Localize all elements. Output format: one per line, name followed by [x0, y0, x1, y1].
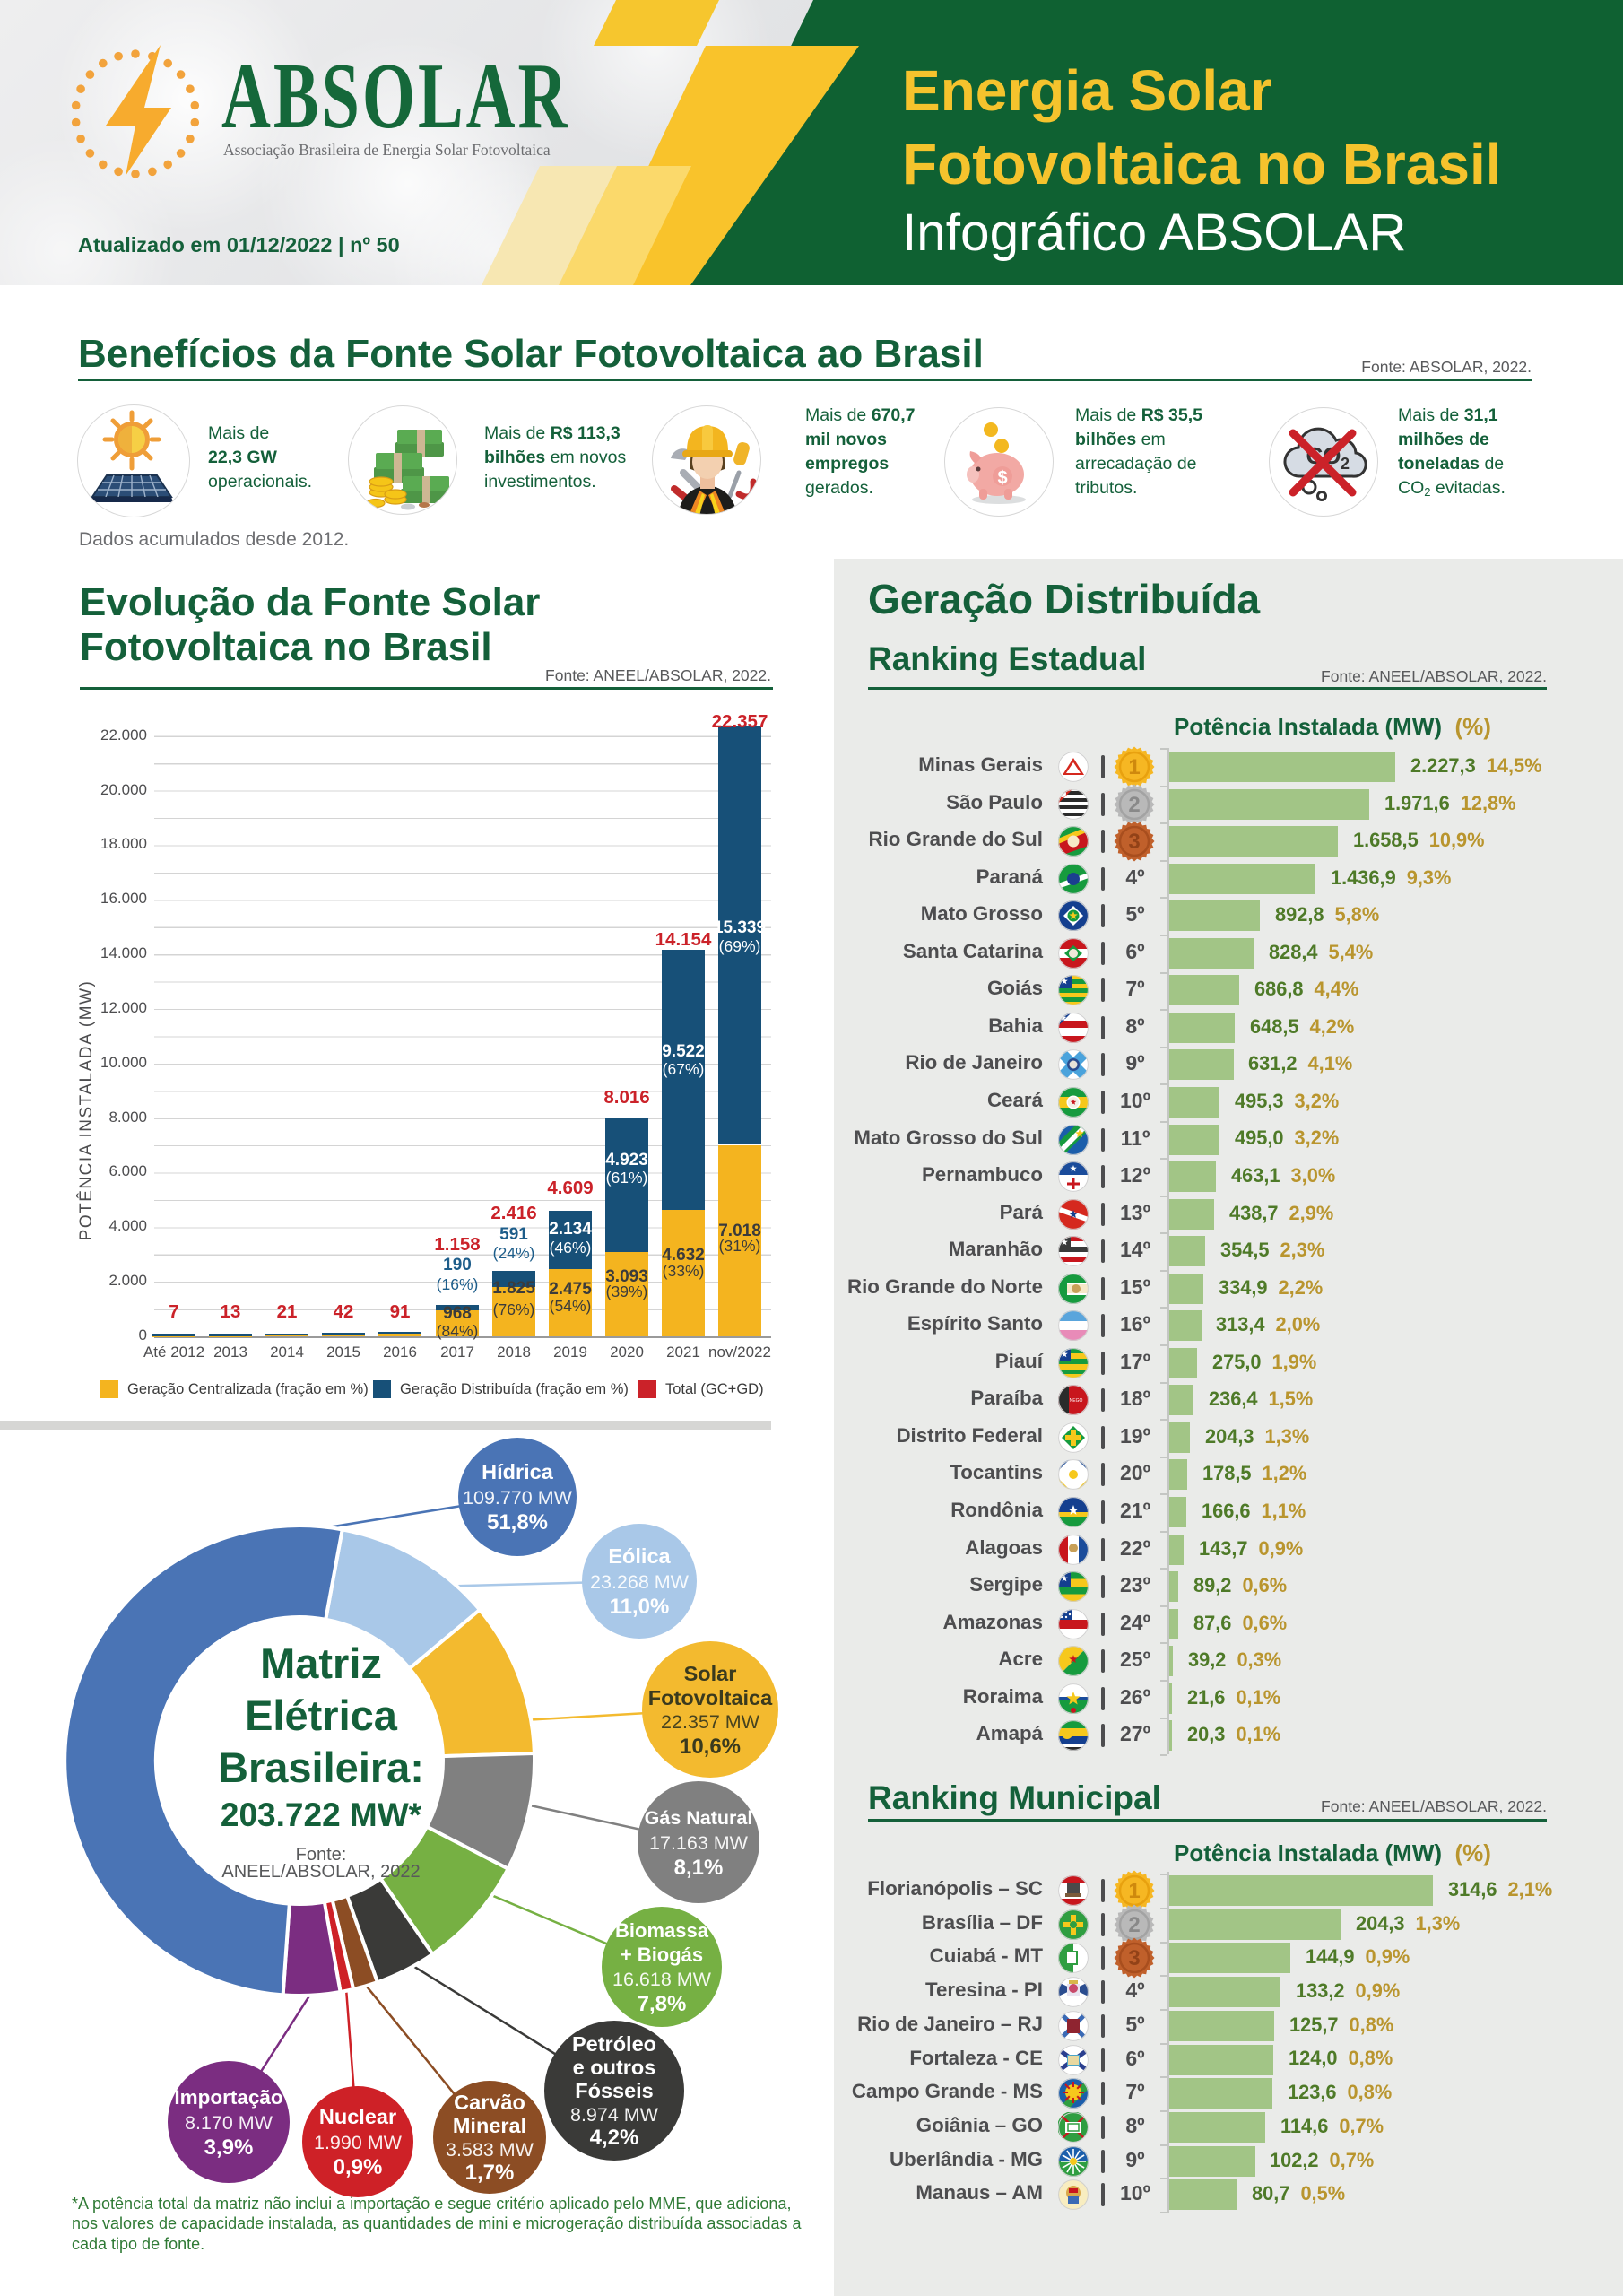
- svg-text:8,1%: 8,1%: [674, 1856, 724, 1880]
- svg-text:1: 1: [1128, 1879, 1140, 1903]
- svg-text:0,9%: 0,9%: [334, 2155, 383, 2179]
- svg-text:Fósseis: Fósseis: [575, 2079, 654, 2102]
- svg-text:3.583 MW: 3.583 MW: [446, 2139, 534, 2161]
- svg-text:+ Biogás: + Biogás: [621, 1944, 703, 1966]
- svg-text:2: 2: [1341, 455, 1350, 473]
- svg-text:Biomassa: Biomassa: [615, 1919, 709, 1942]
- svg-text:4,2%: 4,2%: [590, 2126, 639, 2150]
- svg-text:Eólica: Eólica: [608, 1544, 671, 1568]
- svg-text:Solar: Solar: [684, 1662, 737, 1685]
- svg-text:1,7%: 1,7%: [465, 2161, 515, 2185]
- svg-text:22.357 MW: 22.357 MW: [661, 1711, 760, 1733]
- svg-text:3,9%: 3,9%: [204, 2135, 254, 2160]
- svg-text:109.770 MW: 109.770 MW: [463, 1487, 573, 1509]
- svg-text:8.974 MW: 8.974 MW: [570, 2104, 659, 2126]
- svg-text:Mineral: Mineral: [453, 2114, 526, 2137]
- svg-text:Fotovoltaica: Fotovoltaica: [648, 1686, 773, 1709]
- svg-text:NEGO: NEGO: [1070, 1398, 1083, 1404]
- svg-text:1: 1: [1128, 755, 1140, 779]
- svg-text:23.268 MW: 23.268 MW: [590, 1571, 690, 1593]
- svg-text:Petróleo: Petróleo: [572, 2032, 656, 2056]
- svg-text:Gás Natural: Gás Natural: [645, 1807, 753, 1829]
- svg-text:e outros: e outros: [573, 2056, 656, 2079]
- svg-text:51,8%: 51,8%: [487, 1510, 548, 1535]
- svg-text:3: 3: [1128, 830, 1140, 854]
- svg-text:2: 2: [1128, 1913, 1140, 1937]
- svg-text:Importação: Importação: [174, 2086, 282, 2109]
- svg-text:8.170 MW: 8.170 MW: [185, 2112, 273, 2134]
- svg-text:11,0%: 11,0%: [610, 1595, 670, 1619]
- svg-text:Carvão: Carvão: [454, 2091, 525, 2114]
- svg-text:10,6%: 10,6%: [680, 1735, 741, 1759]
- svg-text:2: 2: [1128, 793, 1140, 817]
- svg-text:1.990 MW: 1.990 MW: [314, 2132, 403, 2153]
- svg-text:$: $: [997, 468, 1007, 488]
- svg-text:17.163 MW: 17.163 MW: [649, 1832, 749, 1854]
- svg-text:7,8%: 7,8%: [638, 1992, 687, 2016]
- svg-text:Nuclear: Nuclear: [319, 2105, 396, 2128]
- svg-text:Hídrica: Hídrica: [482, 1460, 554, 1483]
- svg-text:3: 3: [1128, 1946, 1140, 1970]
- svg-text:16.618 MW: 16.618 MW: [612, 1969, 712, 1990]
